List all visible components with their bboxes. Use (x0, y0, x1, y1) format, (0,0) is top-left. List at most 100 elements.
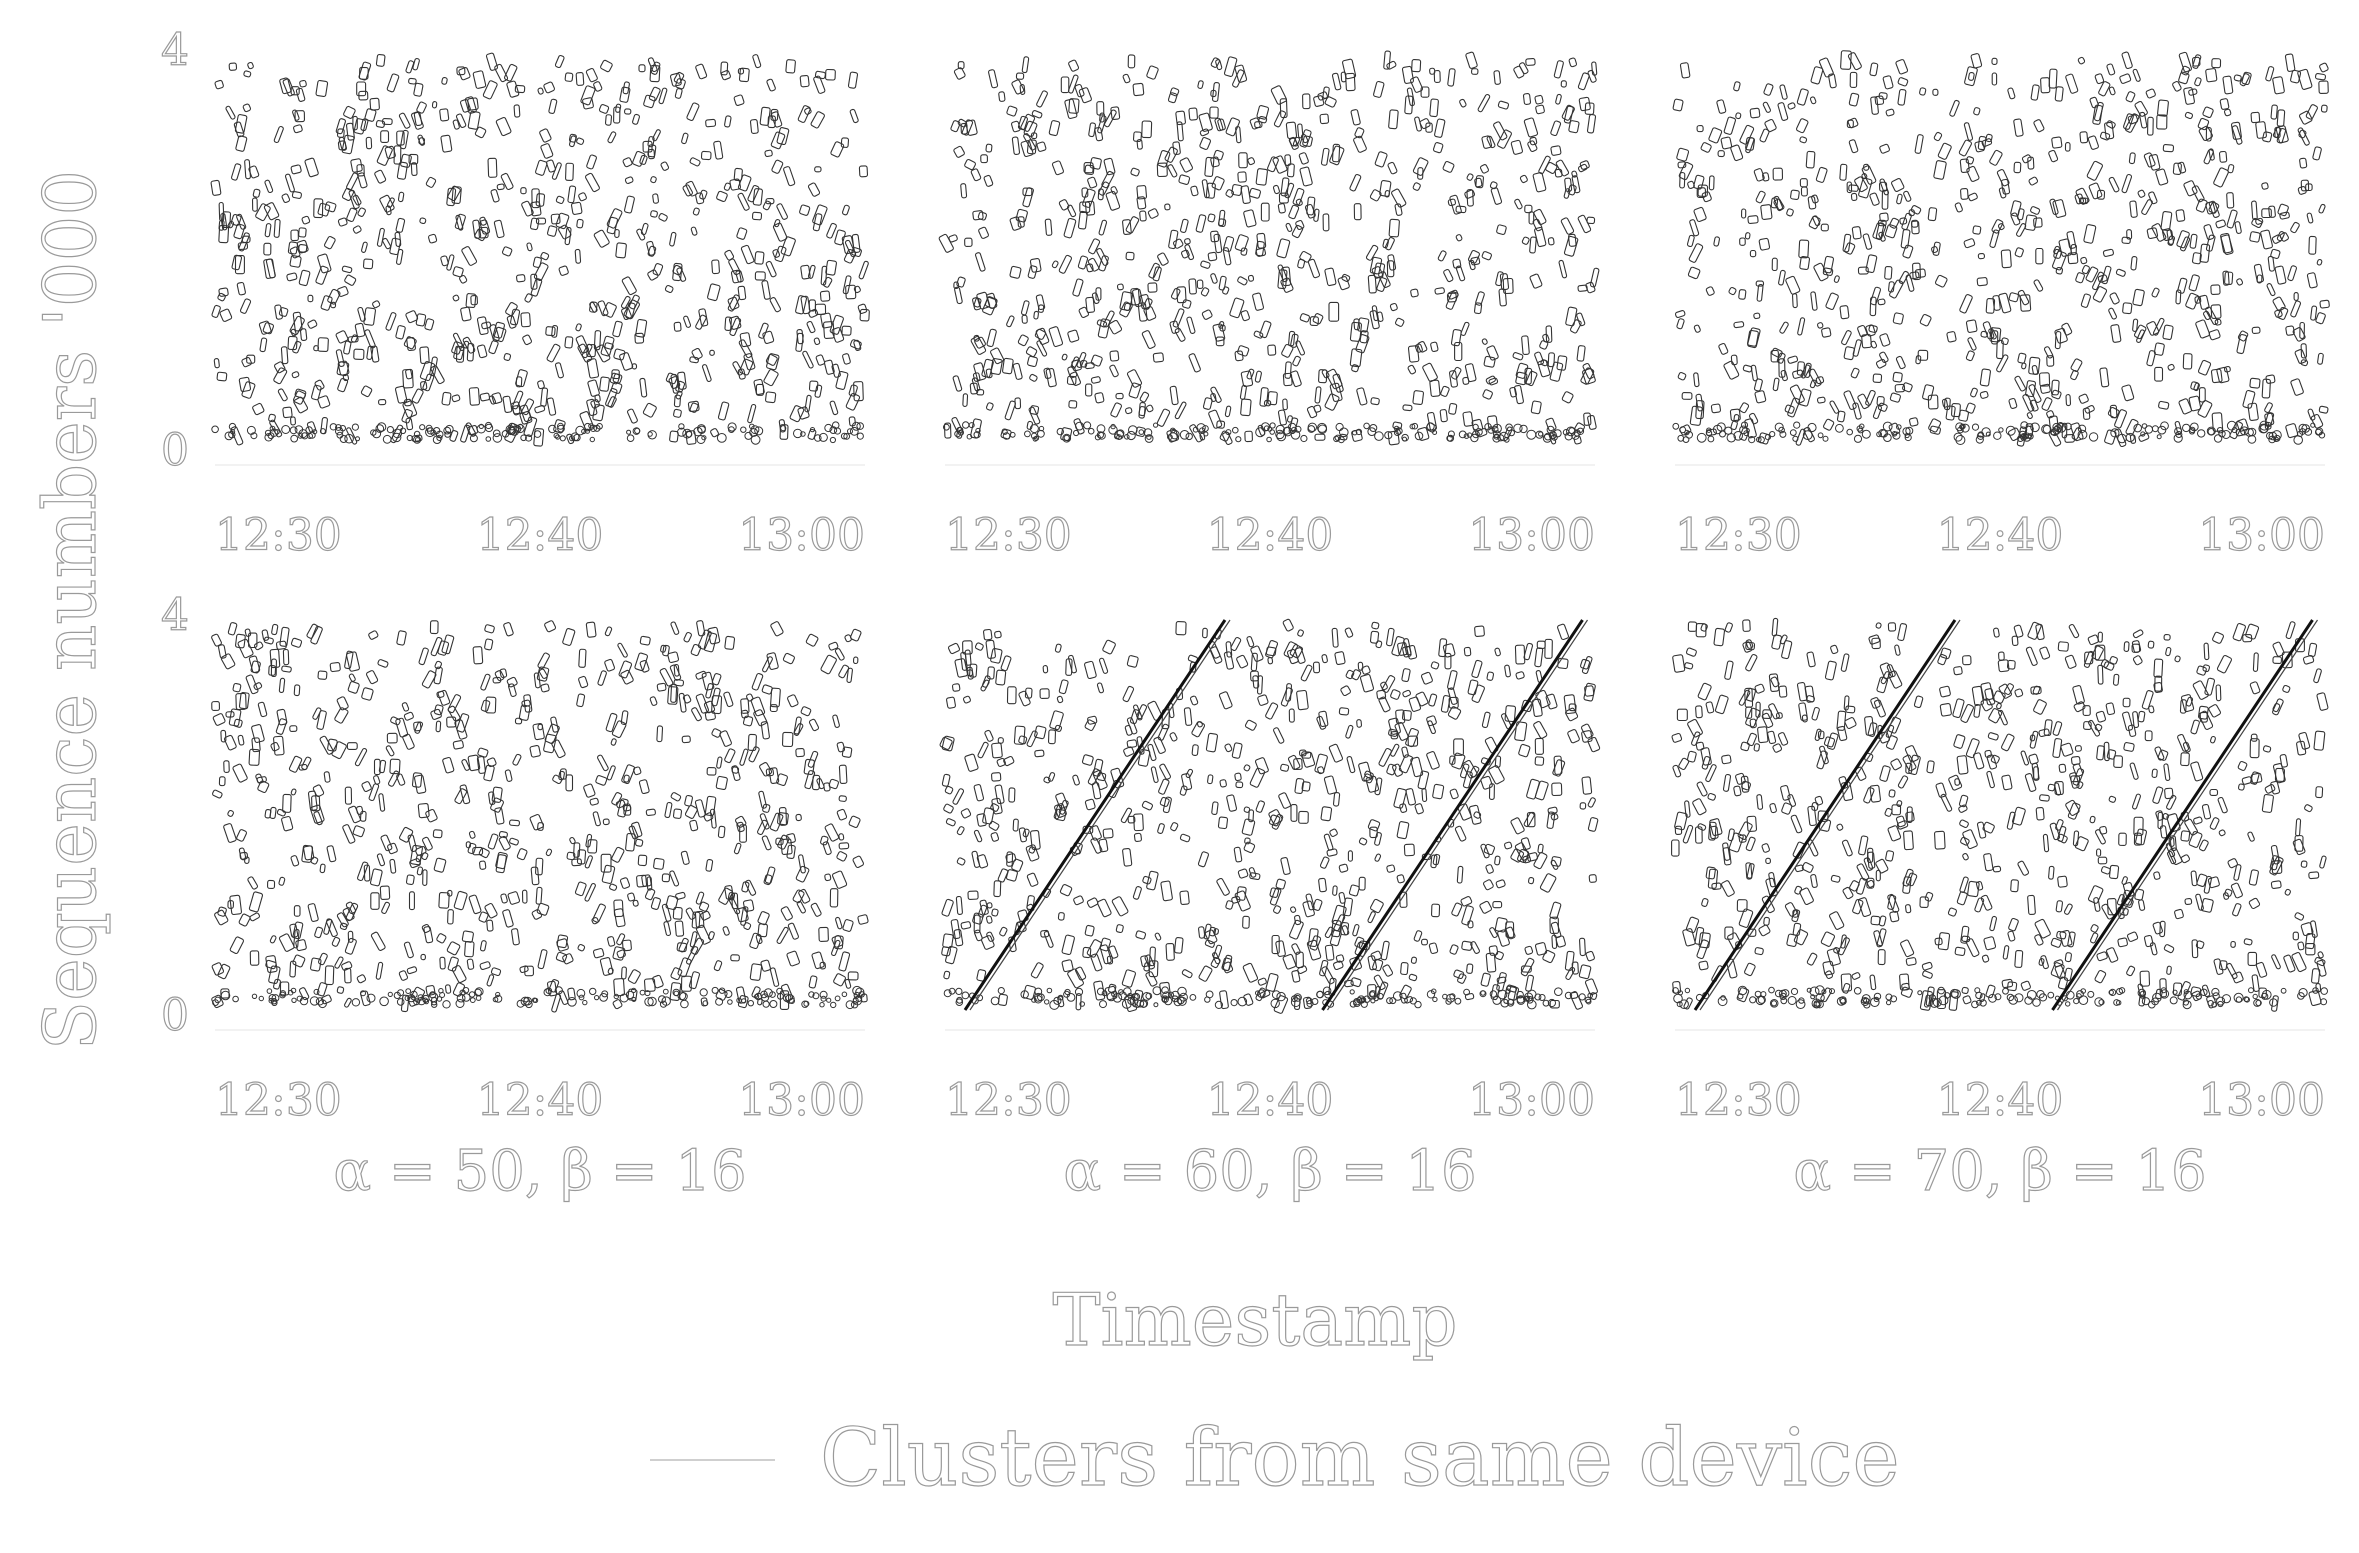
scatter-point (1976, 432, 1985, 440)
scatter-point (1833, 946, 1841, 954)
scatter-point (313, 345, 320, 352)
scatter-point (264, 179, 274, 194)
scatter-point (727, 422, 737, 432)
scatter-point (413, 430, 421, 438)
scatter-point (968, 422, 975, 429)
scatter-point (980, 679, 990, 692)
scatter-point (1087, 257, 1100, 272)
scatter-point (1996, 169, 2010, 187)
scatter-point (421, 923, 431, 934)
scatter-point (567, 997, 577, 1007)
scatter-point (2095, 710, 2107, 723)
scatter-point (1522, 93, 1532, 105)
scatter-point (492, 321, 505, 339)
scatter-point (1111, 896, 1129, 917)
scatter-point (314, 379, 325, 391)
scatter-point (638, 779, 650, 795)
scatter-point (1837, 937, 1850, 956)
scatter-point (1019, 84, 1026, 95)
scatter-point (1475, 175, 1484, 189)
scatter-point (419, 424, 426, 431)
scatter-point (1230, 999, 1238, 1007)
scatter-point (335, 330, 349, 344)
scatter-point (1749, 718, 1757, 729)
scatter-point (419, 217, 427, 225)
scatter-point (2168, 847, 2183, 866)
scatter-point (1473, 811, 1482, 819)
scatter-point (238, 232, 250, 252)
scatter-point (1483, 879, 1494, 891)
scatter-point (1869, 784, 1881, 803)
scatter-point (358, 61, 372, 81)
scatter-point (429, 991, 437, 999)
scatter-point (1684, 987, 1691, 994)
scatter-point (1367, 274, 1377, 294)
scatter-point (1576, 312, 1586, 327)
scatter-point (662, 988, 669, 995)
scatter-point (1210, 386, 1222, 403)
scatter-point (1231, 895, 1241, 904)
scatter-point (451, 186, 462, 205)
scatter-point (1213, 928, 1219, 935)
scatter-point (1679, 62, 1691, 79)
scatter-point (1353, 318, 1361, 331)
scatter-point (2086, 160, 2103, 181)
scatter-point (584, 422, 592, 431)
scatter-point (1124, 724, 1133, 736)
scatter-point (1125, 216, 1140, 234)
scatter-point (1532, 218, 1543, 232)
scatter-point (2049, 198, 2059, 215)
scatter-point (1763, 83, 1774, 96)
scatter-point (1556, 355, 1568, 371)
scatter-point (1924, 891, 1934, 902)
scatter-point (737, 174, 752, 192)
scatter-point (1247, 157, 1256, 166)
scatter-point (1460, 896, 1473, 907)
scatter-point (1952, 698, 1965, 719)
scatter-point (1456, 865, 1464, 884)
scatter-point (1956, 891, 1968, 906)
scatter-point (723, 182, 731, 191)
scatter-point (1224, 405, 1232, 418)
scatter-point (1205, 990, 1214, 999)
scatter-point (1353, 999, 1361, 1007)
scatter-point (1514, 644, 1526, 665)
scatter-point (555, 951, 568, 963)
scatter-point (443, 426, 452, 435)
scatter-point (858, 991, 865, 998)
scatter-point (539, 128, 552, 143)
scatter-point (1391, 188, 1407, 208)
scatter-point (484, 624, 495, 634)
scatter-point (1144, 434, 1154, 443)
scatter-point (1035, 327, 1050, 345)
scatter-point (635, 318, 648, 338)
scatter-point (2298, 129, 2307, 139)
scatter-point (290, 328, 297, 337)
scatter-point (1943, 992, 1951, 999)
scatter-point (520, 434, 527, 442)
scatter-point (1498, 288, 1507, 307)
scatter-point (439, 956, 446, 970)
scatter-point (1127, 54, 1136, 69)
scatter-point (1278, 792, 1292, 809)
scatter-point (1878, 181, 1888, 192)
scatter-point (2027, 621, 2042, 640)
scatter-point (1312, 661, 1321, 674)
scatter-point (1990, 754, 2000, 764)
scatter-point (2121, 236, 2131, 245)
scatter-point (1861, 429, 1871, 439)
scatter-point (2226, 962, 2238, 980)
scatter-point (673, 663, 680, 677)
scatter-point (1807, 196, 1817, 210)
scatter-point (414, 721, 424, 734)
scatter-point (1551, 782, 1563, 797)
scatter-point (1984, 749, 1992, 758)
scatter-point (1867, 851, 1876, 869)
scatter-point (294, 110, 306, 123)
scatter-point (1758, 237, 1771, 251)
scatter-point (2285, 423, 2299, 439)
scatter-point (2268, 205, 2276, 218)
scatter-point (524, 965, 534, 977)
scatter-point (337, 217, 348, 227)
